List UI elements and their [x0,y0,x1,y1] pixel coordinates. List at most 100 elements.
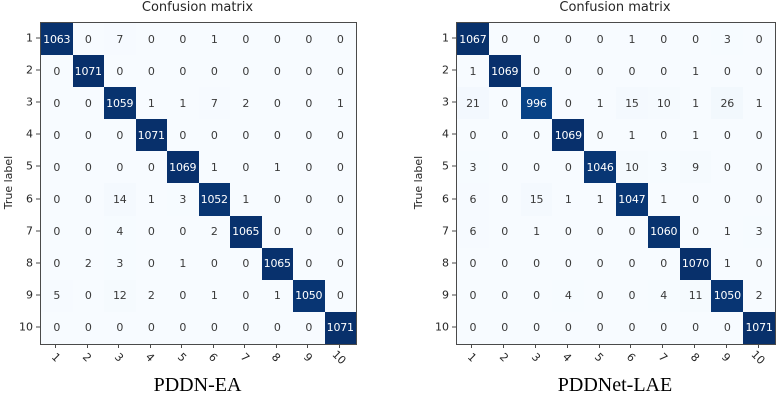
matrix-cell: 0 [230,279,262,312]
matrix-cell: 0 [324,279,356,312]
matrix-cell: 1069 [167,151,199,184]
matrix-cell: 0 [520,119,553,152]
matrix-cell: 0 [135,23,167,56]
x-axis-ticks: 1 2 3 4 5 6 7 8 9 10 [456,344,774,376]
matrix-cell: 0 [41,151,73,184]
plot-title: Confusion matrix [559,0,671,15]
matrix-cell: 7 [104,23,136,56]
matrix-cell: 0 [584,119,616,152]
matrix-cell: 0 [293,87,325,120]
matrix-cell: 2 [743,279,775,312]
matrix-cell: 0 [552,215,585,248]
y-tick-label: 7 [26,224,40,237]
y-tick-label: 1 [26,32,40,45]
matrix-cell: 1052 [198,183,230,216]
matrix-cell: 0 [104,55,136,88]
matrix-cell: 15 [520,183,553,216]
tick-mark [757,344,759,348]
tick-mark [212,344,214,348]
matrix-cell: 0 [743,119,775,152]
matrix-cell: 0 [135,247,167,280]
x-tick-text: 7 [237,350,252,365]
matrix-cell: 0 [711,151,744,184]
matrix-cell: 1069 [552,119,585,152]
matrix-cell: 0 [230,311,262,344]
matrix-cell: 1 [261,151,293,184]
matrix-cell: 0 [293,183,325,216]
matrix-cell: 0 [261,311,293,344]
tick-mark [275,344,277,348]
tick-mark [598,344,600,348]
tick-mark [307,344,309,348]
plot-title: Confusion matrix [141,0,254,15]
matrix-cell: 1067 [457,23,489,56]
matrix-cell: 11 [679,279,712,312]
tick-mark [181,344,183,348]
matrix-cell: 0 [41,215,73,248]
tick-mark [36,230,40,232]
matrix-cell: 1 [198,23,230,56]
matrix-cell: 0 [293,119,325,152]
y-tick-text: 3 [442,95,449,109]
heatmap-grid: 1063 0 7 0 0 1 0 0 0 0 0 1071 0 0 0 0 0 0 0 0 0 0 1059 1 1 7 2 0 0 1 0… [40,22,357,345]
matrix-cell: 14 [104,183,136,216]
matrix-cell: 0 [135,55,167,88]
x-tick-text: 10 [748,347,768,368]
x-tick-text: 4 [143,350,158,365]
matrix-cell: 1 [167,87,199,120]
matrix-cell: 1047 [615,183,648,216]
x-tick-text: 8 [269,350,284,365]
matrix-cell: 26 [711,87,744,120]
matrix-cell: 1071 [72,55,104,88]
matrix-cell: 0 [261,183,293,216]
matrix-cell: 3 [647,151,680,184]
matrix-cell: 1 [711,215,744,248]
tick-mark [471,344,473,348]
x-tick-text: 9 [719,350,734,365]
y-tick-text: 1 [442,31,449,45]
x-tick-text: 9 [300,350,315,365]
matrix-cell: 0 [743,55,775,88]
matrix-cell: 1 [615,23,648,56]
tick-mark [36,37,40,39]
y-tick-text: 3 [26,95,33,109]
matrix-cell: 1 [230,183,262,216]
x-tick-text: 5 [592,350,607,365]
matrix-cell: 0 [324,119,356,152]
matrix-cell: 4 [552,279,585,312]
matrix-cell: 3 [711,23,744,56]
matrix-cell: 0 [615,279,648,312]
y-tick-text: 1 [26,31,33,45]
matrix-cell: 0 [324,23,356,56]
tick-mark [452,69,456,71]
tick-mark [452,165,456,167]
panel-caption: PDDNet-LAE [557,374,673,396]
matrix-cell: 0 [743,247,775,280]
matrix-cell: 0 [679,311,712,344]
matrix-cell: 10 [615,151,648,184]
matrix-cell: 0 [198,247,230,280]
y-tick-text: 10 [435,320,449,334]
y-tick-label: 1 [442,32,456,45]
matrix-cell: 7 [198,87,230,120]
matrix-cell: 0 [72,151,104,184]
matrix-cell: 12 [104,279,136,312]
matrix-cell: 0 [293,311,325,344]
matrix-cell: 1071 [135,119,167,152]
matrix-cell: 0 [198,311,230,344]
y-axis-ticks: 1 2 3 4 5 6 7 8 9 10 [420,22,456,343]
matrix-cell: 1071 [324,311,356,344]
y-tick-label: 5 [26,160,40,173]
y-tick-text: 2 [26,63,33,77]
tick-mark [118,344,120,348]
panel-caption: PDDN-EA [153,374,242,396]
matrix-cell: 0 [711,183,744,216]
matrix-cell: 1 [679,119,712,152]
matrix-cell: 0 [230,23,262,56]
y-tick-label: 4 [442,128,456,141]
matrix-cell: 0 [743,183,775,216]
matrix-cell: 0 [488,279,521,312]
tick-mark [694,344,695,348]
x-tick-text: 2 [496,350,511,365]
matrix-cell: 0 [167,215,199,248]
